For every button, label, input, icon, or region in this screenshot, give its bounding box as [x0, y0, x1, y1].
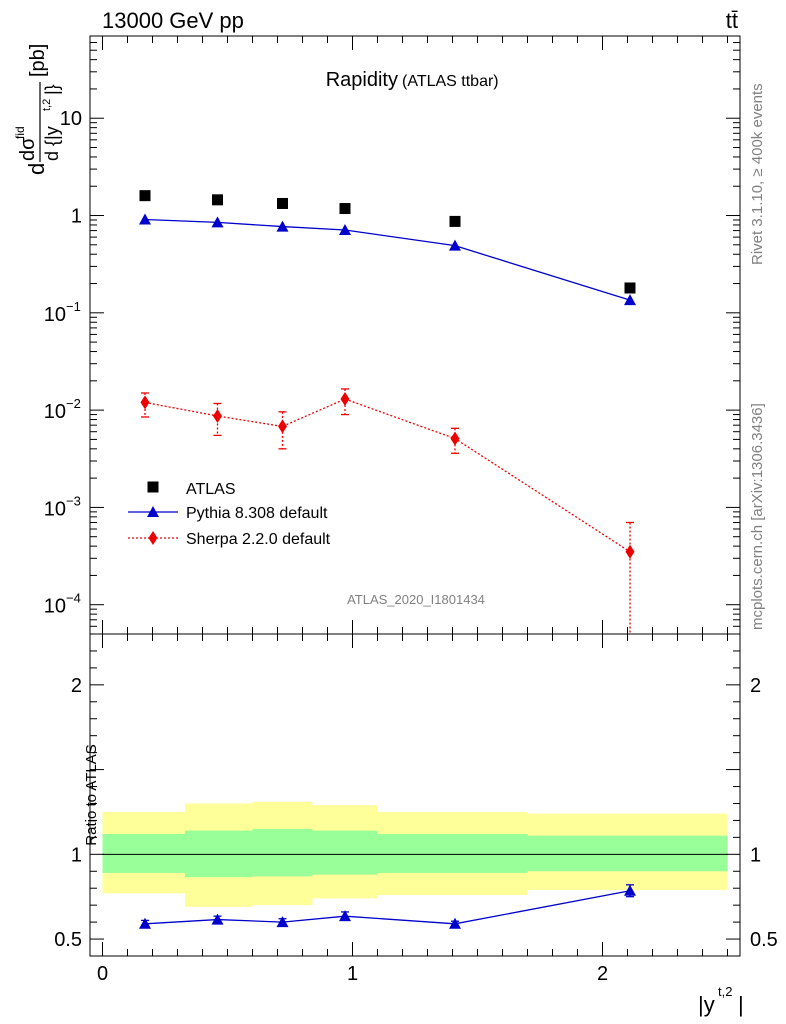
watermark-label: ATLAS_2020_I1801434 — [347, 592, 485, 607]
data-point — [339, 223, 351, 235]
data-point — [139, 190, 151, 202]
ratio-y-tick-label-right: 1 — [750, 844, 761, 866]
ylabel-numerator-sup: fid — [13, 126, 27, 139]
legend-marker-pythia — [147, 506, 159, 517]
data-point — [277, 197, 288, 209]
ratio-y-tick-label-left: 1 — [71, 844, 82, 866]
band-inner — [527, 835, 728, 872]
ratio-point — [624, 884, 636, 896]
data-point — [624, 282, 636, 294]
band-inner — [252, 828, 313, 877]
y-tick-label-exp: −3 — [66, 493, 81, 508]
ratio-point — [211, 913, 224, 925]
ratio-line — [144, 890, 631, 925]
data-point — [212, 194, 223, 206]
legend: ATLAS Pythia 8.308 default Sherpa 2.2.0 … — [128, 481, 331, 548]
xlabel-close: | — [738, 992, 744, 1017]
ratio-y-tick-label-right: 2 — [750, 675, 761, 697]
ratio-ylabel: Ratio to ATLAS — [83, 744, 100, 845]
ratio-point — [276, 916, 289, 928]
data-point — [450, 431, 460, 446]
ylabel-denominator-sup: t,2 — [41, 99, 53, 111]
ratio-point — [449, 917, 461, 929]
ratio-plot-frame — [89, 633, 741, 957]
data-point — [278, 419, 287, 434]
y-tick-label: 1 — [71, 206, 82, 228]
y-tick-label-exp: −4 — [66, 591, 81, 606]
mcplots-label: mcplots.cern.ch [arXiv:1306.3436] — [749, 403, 766, 630]
data-point — [449, 239, 461, 251]
band-inner — [312, 830, 378, 875]
ratio-point — [139, 917, 151, 929]
energy-label: 13000 GeV pp — [102, 8, 244, 33]
ylabel-unit: [pb] — [27, 44, 49, 77]
ratio-y-tick-label-left: 0.5 — [54, 929, 82, 951]
ylabel-numerator: dσ — [17, 137, 39, 161]
legend-label-atlas: ATLAS — [186, 481, 236, 498]
ratio-axis-ticks — [90, 633, 740, 957]
plot-subtitle: (ATLAS ttbar) — [402, 73, 499, 90]
y-tick-label: 10 — [60, 108, 82, 130]
legend-label-sherpa: Sherpa 2.2.0 default — [186, 531, 331, 548]
x-tick-label: 1 — [347, 963, 358, 985]
ratio-y-tick-label-right: 0.5 — [750, 929, 778, 951]
band-inner — [102, 833, 185, 873]
ratio-y-tick-label-left: 2 — [71, 675, 82, 697]
ratio-point — [339, 910, 351, 922]
x-axis-label: |y t,2 | — [698, 984, 744, 1017]
xlabel-sup: t,2 — [718, 984, 732, 999]
main-ylabel: d dσ fid d {|y t,2 |} [pb] — [13, 44, 62, 175]
rivet-label: Rivet 3.1.10, ≥ 400k events — [749, 83, 766, 265]
data-point — [449, 215, 461, 227]
ylabel-prefix: d — [24, 163, 49, 175]
legend-marker-sherpa — [148, 531, 158, 545]
main-axis-ticks — [90, 35, 740, 635]
data-point — [140, 395, 150, 410]
plot-title: Rapidity — [326, 69, 398, 91]
y-tick-label-base: 10 — [44, 498, 66, 520]
ratio-uncertainty-bands — [102, 801, 728, 907]
data-point — [276, 220, 289, 232]
main-series — [139, 190, 636, 634]
ratio-panel: 0 1 2 0.5 0.5 1 1 2 2 Ratio to ATLAS |y t,2 | — [54, 633, 778, 1017]
data-point — [339, 203, 351, 215]
xlabel-text: |y — [698, 992, 715, 1017]
ylabel-denominator-close: |} — [42, 84, 62, 95]
y-tick-label-exp: −2 — [66, 396, 81, 411]
x-tick-label: 2 — [597, 963, 608, 985]
ylabel-denominator: d {|y — [42, 126, 62, 161]
series-line — [144, 398, 631, 553]
data-point — [625, 544, 635, 559]
main-panel: Rapidity (ATLAS ttbar) ATLAS_2020_I18014… — [13, 35, 741, 635]
data-point — [624, 294, 636, 306]
x-tick-label: 0 — [97, 963, 108, 985]
data-point — [139, 213, 151, 225]
legend-label-pythia: Pythia 8.308 default — [186, 505, 328, 522]
data-point — [211, 216, 224, 228]
data-point — [340, 392, 350, 407]
ratio-tick-labels: 0 1 2 0.5 0.5 1 1 2 2 — [54, 675, 778, 985]
data-point — [213, 409, 222, 424]
process-label: tt̄ — [726, 8, 738, 33]
series-line — [144, 218, 631, 301]
y-tick-label-base: 10 — [44, 304, 66, 326]
y-tick-label-base: 10 — [44, 596, 66, 618]
band-inner — [377, 833, 528, 873]
ratio-series — [139, 884, 636, 929]
legend-marker-atlas — [147, 481, 159, 493]
y-tick-label-base: 10 — [44, 401, 66, 423]
y-tick-label-exp: −1 — [66, 299, 81, 314]
